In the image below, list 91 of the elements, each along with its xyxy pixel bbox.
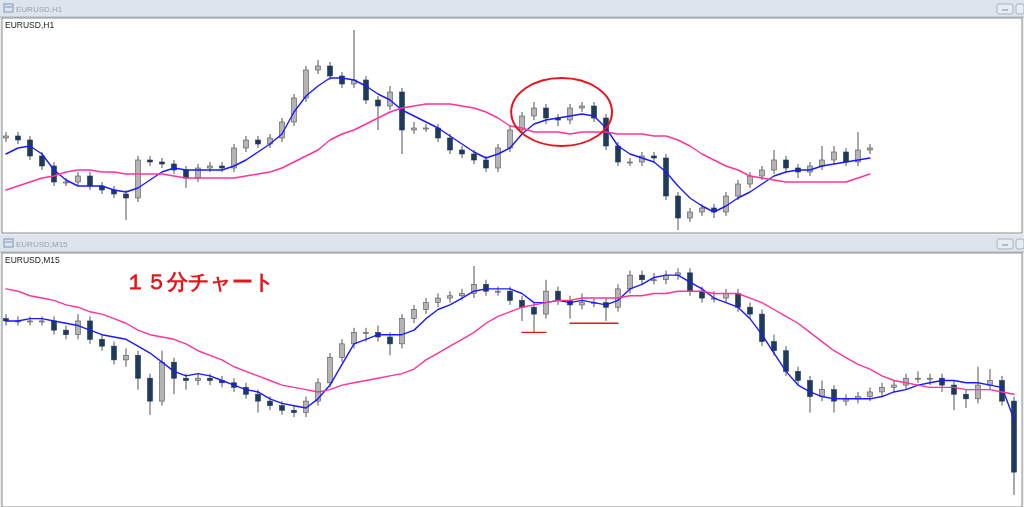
candlestick <box>87 315 93 345</box>
candlestick <box>159 157 165 169</box>
candlestick <box>651 272 657 285</box>
candlestick <box>111 341 117 365</box>
candlestick <box>255 135 261 149</box>
candlestick <box>855 131 861 167</box>
candlestick <box>495 286 501 297</box>
candlestick <box>459 145 465 159</box>
candlestick <box>879 382 885 398</box>
candlestick <box>495 143 501 173</box>
candlestick <box>975 366 981 404</box>
candlestick <box>555 286 561 306</box>
candlestick <box>3 131 9 143</box>
candlestick <box>207 373 213 386</box>
annotation: １５分チャート <box>125 270 275 294</box>
candlestick <box>771 149 777 175</box>
candlestick <box>783 345 789 377</box>
candlestick <box>231 143 237 173</box>
candlestick <box>15 131 21 145</box>
candlestick <box>651 151 657 163</box>
candlestick <box>543 279 549 320</box>
chart-subtitle: EURUSD,M15 <box>5 255 61 265</box>
candlestick <box>123 189 129 221</box>
candlestick <box>291 93 297 127</box>
candlestick <box>831 384 837 414</box>
candlestick <box>99 334 105 352</box>
candlestick <box>411 121 417 135</box>
candlestick <box>735 179 741 201</box>
candlestick <box>627 157 633 167</box>
candlestick <box>519 295 525 322</box>
candlestick <box>579 101 585 113</box>
candlestick <box>387 85 393 111</box>
candlestick <box>615 141 621 167</box>
candlestick <box>39 315 45 327</box>
candlestick <box>795 366 801 386</box>
candlestick <box>915 370 921 384</box>
chart-title: EURUSD,H1 <box>16 5 63 14</box>
candlestick <box>315 59 321 75</box>
candlestick <box>195 373 201 386</box>
candlestick <box>183 373 189 391</box>
candlestick <box>867 386 873 402</box>
candlestick <box>891 380 897 393</box>
candlestick <box>639 270 645 285</box>
candlestick <box>387 331 393 356</box>
chart-subtitle: EURUSD,H1 <box>5 20 55 30</box>
candlestick <box>363 327 369 343</box>
candlestick <box>411 304 417 324</box>
candlestick <box>375 95 381 131</box>
candlestick <box>435 292 441 308</box>
candlestick <box>303 396 309 418</box>
candlestick <box>579 292 585 311</box>
candlestick <box>507 286 513 306</box>
candlestick <box>675 191 681 231</box>
candlestick <box>135 350 141 391</box>
candlestick <box>735 288 741 313</box>
candlestick <box>927 373 933 386</box>
candlestick <box>819 145 825 171</box>
candlestick <box>771 334 777 356</box>
candlestick <box>471 265 477 299</box>
candlestick <box>939 373 945 393</box>
candlestick <box>255 389 261 414</box>
candlestick <box>447 133 453 155</box>
candlestick <box>147 373 153 416</box>
candlestick <box>987 368 993 391</box>
candlestick <box>531 302 537 333</box>
candlestick <box>459 288 465 301</box>
chart-title: EURUSD,M15 <box>16 240 69 249</box>
candlestick <box>291 405 297 418</box>
candlestick <box>123 347 129 368</box>
candlestick <box>447 290 453 304</box>
candlestick <box>723 191 729 217</box>
candlestick <box>171 357 177 395</box>
candlestick <box>867 143 873 155</box>
candlestick <box>75 313 81 340</box>
candlestick <box>807 375 813 414</box>
candlestick <box>507 125 513 153</box>
candlestick <box>951 380 957 411</box>
candlestick <box>963 389 969 409</box>
candlestick <box>627 270 633 294</box>
candlestick <box>423 297 429 315</box>
candlestick <box>51 315 57 336</box>
candlestick <box>351 29 357 89</box>
candlestick <box>147 155 153 167</box>
candlestick <box>63 325 69 340</box>
candlestick <box>363 75 369 105</box>
candlestick <box>351 327 357 349</box>
candlestick <box>27 315 33 327</box>
candlestick <box>543 103 549 125</box>
candlestick <box>279 400 285 416</box>
candlestick <box>423 123 429 133</box>
candlestick <box>339 338 345 363</box>
